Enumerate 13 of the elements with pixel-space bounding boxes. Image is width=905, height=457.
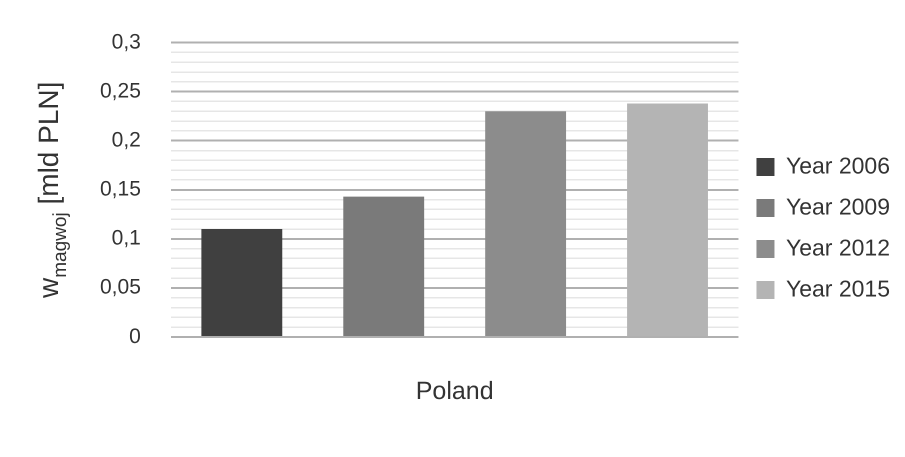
y-tick-label: 0,1 [112, 226, 141, 250]
y-tick-label: 0,2 [112, 128, 141, 152]
y-tick-label: 0,15 [100, 178, 141, 201]
x-tick-label: Poland [416, 376, 494, 405]
y-tick-label: 0,05 [100, 276, 141, 299]
y-tick-label: 0,3 [112, 30, 141, 54]
legend-label: Year 2006 [786, 152, 890, 178]
y-axis-title: wmagwoj [mld PLN] [33, 82, 71, 299]
y-tick-label: 0 [129, 324, 141, 348]
legend-label: Year 2009 [786, 193, 890, 220]
legend-label: Year 2015 [786, 275, 890, 302]
legend-label: Year 2012 [786, 234, 890, 260]
y-tick-label: 0,25 [100, 79, 141, 102]
